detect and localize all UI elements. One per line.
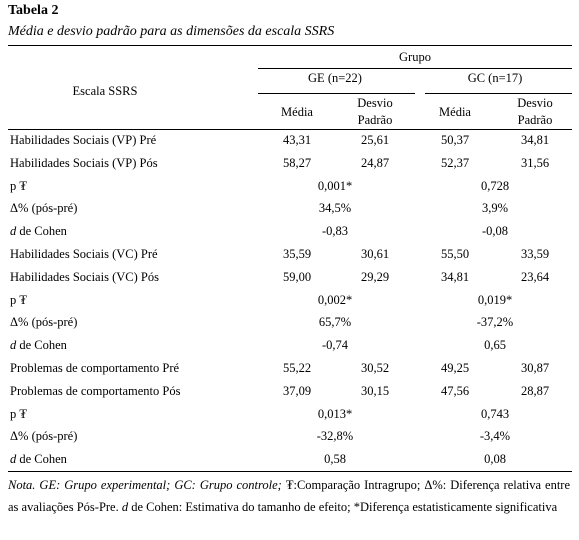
row-label: Δ% (pós-pré) [10, 429, 78, 444]
cell: 59,00 [282, 269, 312, 284]
cell: 30,15 [360, 383, 390, 398]
row-label: Habilidades Sociais (VP) Pré [10, 133, 157, 147]
cell: -0,83 [321, 224, 349, 239]
cell: 30,87 [520, 361, 550, 375]
cell: 55,50 [440, 247, 470, 261]
cell: 30,61 [360, 247, 390, 261]
table-title: Tabela 2 [8, 3, 59, 18]
cell: 0,002* [317, 292, 353, 307]
row-label: d de Cohen [10, 223, 67, 239]
cell: 0,08 [484, 452, 506, 467]
note-segment: Nota. GE: Grupo experimental; GC: Grupo … [8, 478, 282, 492]
cell: 34,5% [318, 201, 352, 216]
row-label: Problemas de comportamento Pré [10, 361, 180, 375]
note-segment: de Cohen: Estimativa do tamanho de efeit… [131, 500, 558, 514]
row-label: Habilidades Sociais (VC) Pré [10, 247, 158, 261]
cell: 0,019* [477, 292, 513, 307]
group-name: GE (n=22) [308, 71, 362, 85]
cell: -3,4% [479, 429, 511, 444]
row-label-text: de Cohen [19, 338, 67, 353]
cell: 29,29 [360, 269, 390, 284]
cell: 30,52 [360, 361, 390, 375]
row-label-italic: d [10, 338, 17, 353]
cell: -32,8% [316, 429, 354, 444]
row-label: p ₮ [10, 178, 28, 193]
cell: 65,7% [318, 315, 352, 330]
cell: 52,37 [440, 155, 470, 170]
cell: -0,74 [321, 338, 349, 353]
cell: 23,64 [520, 269, 550, 284]
cell: 0,743 [480, 406, 510, 421]
note-segment: d [121, 500, 129, 514]
row-header: Escala SSRS [72, 84, 138, 98]
row-label: Habilidades Sociais (VC) Pós [10, 269, 159, 284]
group-header: Grupo [399, 50, 431, 64]
cell: 3,9% [481, 201, 509, 216]
cell: 25,61 [360, 133, 390, 147]
cell: 34,81 [520, 133, 550, 147]
cell: 50,37 [440, 133, 470, 147]
cell: 31,56 [520, 155, 550, 170]
group-rule [258, 68, 572, 69]
cell: 0,65 [484, 338, 506, 353]
cell: 43,31 [282, 133, 312, 147]
bottom-rule [8, 471, 572, 472]
cell: 37,09 [282, 383, 312, 398]
row-label-text: de Cohen [19, 224, 67, 239]
row-label: p ₮ [10, 292, 28, 307]
header-rule [8, 129, 572, 130]
cell: 34,81 [440, 269, 470, 284]
cell: 0,728 [480, 178, 510, 193]
cell: 0,001* [317, 178, 353, 193]
cell: 0,58 [324, 452, 346, 467]
cell: 28,87 [520, 383, 550, 398]
row-label-italic: d [10, 452, 17, 467]
cell: 49,25 [440, 361, 470, 375]
column-header: Desvio Padrão [357, 96, 393, 127]
group-name: GC (n=17) [467, 71, 523, 85]
column-header: Média [281, 105, 313, 119]
cell: 33,59 [520, 247, 550, 261]
cell: 47,56 [440, 383, 470, 398]
row-label: Δ% (pós-pré) [10, 315, 78, 330]
row-label: d de Cohen [10, 451, 67, 467]
cell: -37,2% [476, 315, 514, 330]
gc-rule [425, 93, 572, 94]
cell: 58,27 [282, 155, 312, 170]
row-label-italic: d [10, 224, 17, 239]
note-segment: ₮:Comparação Intragrupo; Δ%: Diferença r… [8, 478, 570, 514]
ge-rule [258, 93, 415, 94]
row-label: p ₮ [10, 406, 28, 421]
table-subtitle: Média e desvio padrão para as dimensões … [8, 24, 335, 39]
table-note: Nota. GE: Grupo experimental; GC: Grupo … [8, 474, 570, 518]
column-header: Desvio Padrão [517, 96, 553, 127]
top-rule [8, 45, 572, 46]
cell: 35,59 [282, 247, 312, 261]
cell: -0,08 [481, 224, 509, 239]
row-label: Δ% (pós-pré) [10, 201, 78, 216]
cell: 0,013* [317, 406, 353, 421]
column-header: Média [439, 105, 471, 119]
row-label: Problemas de comportamento Pós [10, 383, 181, 398]
row-label-text: de Cohen [19, 452, 67, 467]
cell: 55,22 [282, 361, 312, 375]
cell: 24,87 [360, 155, 390, 170]
row-label: d de Cohen [10, 337, 67, 353]
row-label: Habilidades Sociais (VP) Pós [10, 155, 158, 170]
